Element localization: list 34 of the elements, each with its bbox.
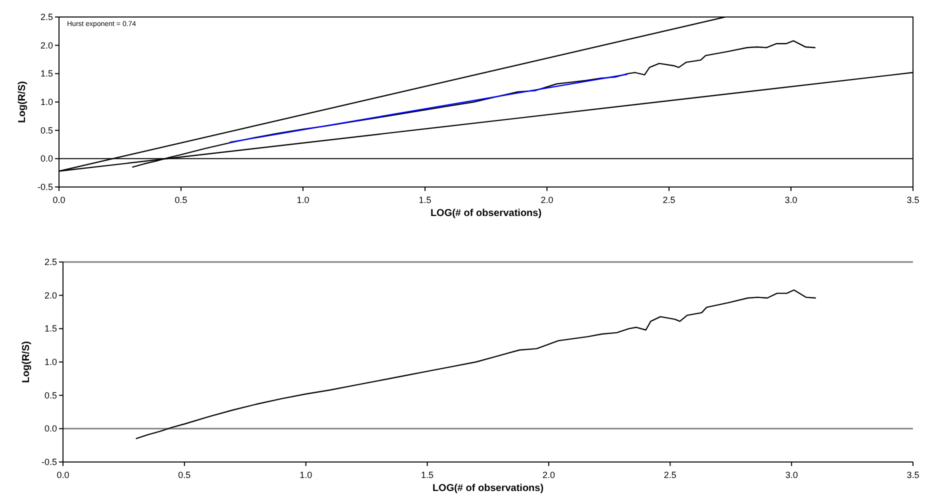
y-axis-title: Log(R/S) xyxy=(21,341,32,383)
y-tick-label: 2.0 xyxy=(44,290,57,300)
y-tick-label: 0.5 xyxy=(44,390,57,400)
y-tick-label: -0.5 xyxy=(41,457,57,467)
y-tick-label: 0.0 xyxy=(40,154,53,164)
x-tick-label: 1.0 xyxy=(296,195,310,205)
y-tick-label: 2.5 xyxy=(40,12,53,22)
y-tick-label: -0.5 xyxy=(37,182,53,192)
x-tick-label: 2.5 xyxy=(664,470,676,480)
y-tick-label: 0.0 xyxy=(44,424,57,434)
x-tick-label: 2.0 xyxy=(540,195,554,205)
x-tick-label: 2.0 xyxy=(542,470,555,480)
x-axis-title: LOG(# of observations) xyxy=(432,483,544,494)
x-tick-label: 3.0 xyxy=(784,195,798,205)
x-tick-label: 1.5 xyxy=(418,195,432,205)
y-tick-label: 1.0 xyxy=(44,357,57,367)
x-tick-label: 0.5 xyxy=(178,470,191,480)
x-tick-label: 0.0 xyxy=(56,470,70,480)
x-axis-title: LOG(# of observations) xyxy=(430,208,542,219)
y-tick-label: 1.0 xyxy=(40,97,53,107)
x-tick-label: 3.5 xyxy=(906,470,920,480)
x-tick-label: 1.5 xyxy=(421,470,434,480)
y-axis-title: Log(R/S) xyxy=(17,81,28,123)
y-tick-label: 0.5 xyxy=(40,125,53,136)
x-tick-label: 3.5 xyxy=(906,195,920,205)
y-tick-label: 2.0 xyxy=(40,40,53,50)
y-tick-label: 1.5 xyxy=(40,68,53,79)
y-tick-label: 1.5 xyxy=(44,324,57,334)
x-tick-label: 0.5 xyxy=(174,195,188,205)
y-tick-label: 2.5 xyxy=(44,257,57,267)
x-tick-label: 0.0 xyxy=(52,195,66,205)
x-tick-label: 2.5 xyxy=(662,195,676,205)
x-tick-label: 1.0 xyxy=(300,470,312,480)
x-tick-label: 3.0 xyxy=(785,470,798,480)
